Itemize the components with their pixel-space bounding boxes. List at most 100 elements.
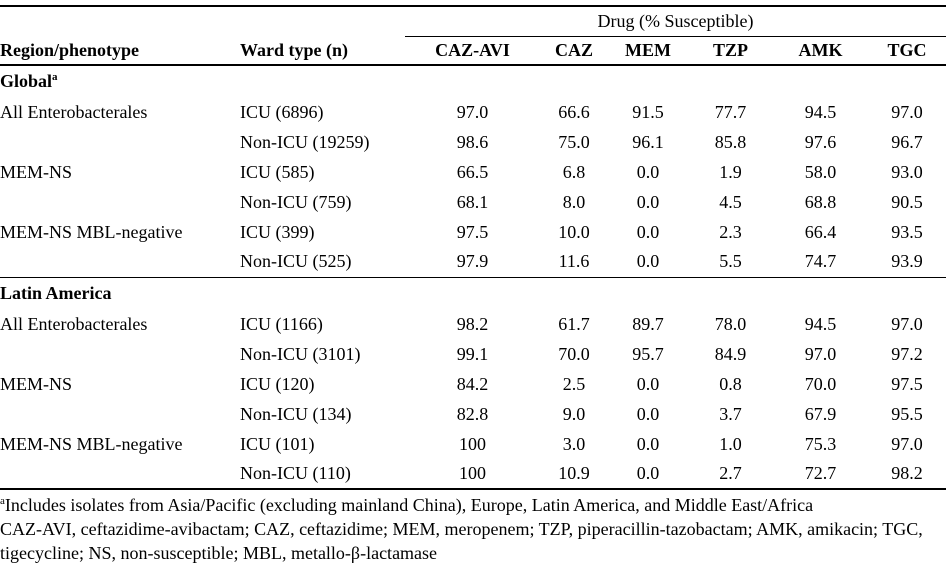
value-tzp: 84.9 bbox=[714, 343, 747, 364]
column-header-mem: MEM bbox=[608, 36, 688, 66]
value-caz-avi: 82.8 bbox=[456, 403, 489, 424]
value-caz: 61.7 bbox=[558, 313, 590, 334]
value-caz: 66.6 bbox=[558, 101, 590, 122]
value-caz-avi: 68.1 bbox=[456, 191, 489, 212]
value-tzp: 78.0 bbox=[714, 313, 747, 334]
table-row: MEM-NS MBL-negative ICU (399) 97.5 10.0 … bbox=[0, 217, 946, 247]
value-amk: 67.9 bbox=[804, 403, 837, 424]
value-mem: 0.0 bbox=[608, 459, 688, 490]
ward-cell: Non-ICU (19259) bbox=[240, 131, 370, 152]
column-header-row: Region/phenotype Ward type (n) CAZ-AVI C… bbox=[0, 36, 946, 66]
table-row: MEM-NS MBL-negative ICU (101) 100 3.0 0.… bbox=[0, 429, 946, 459]
value-caz: 3.0 bbox=[562, 433, 586, 454]
value-mem: 89.7 bbox=[632, 313, 664, 334]
ward-cell: ICU (585) bbox=[240, 161, 315, 182]
section-header-global: Globala bbox=[0, 65, 946, 97]
phenotype-cell: MEM-NS MBL-negative bbox=[0, 433, 183, 454]
column-header-caz: CAZ bbox=[540, 36, 608, 66]
table-row: Non-ICU (759) 68.1 8.0 0.0 4.5 68.8 90.5 bbox=[0, 187, 946, 217]
column-header-tzp: TZP bbox=[688, 36, 773, 66]
value-amk: 97.6 bbox=[804, 131, 837, 152]
ward-cell: ICU (1166) bbox=[240, 313, 323, 334]
value-amk: 74.7 bbox=[804, 251, 837, 272]
value-caz-avi: 84.2 bbox=[456, 373, 489, 394]
drug-group-header: Drug (% Susceptible) bbox=[405, 6, 946, 37]
value-tgc: 93.9 bbox=[891, 251, 923, 272]
value-caz-avi: 99.1 bbox=[456, 343, 489, 364]
value-tzp: 0.8 bbox=[719, 373, 742, 394]
phenotype-cell bbox=[0, 459, 240, 490]
value-caz-avi: 100 bbox=[405, 459, 540, 490]
table-row: All Enterobacterales ICU (1166) 98.2 61.… bbox=[0, 309, 946, 339]
value-caz: 75.0 bbox=[558, 131, 590, 152]
value-tzp: 77.7 bbox=[714, 101, 747, 122]
column-header-region-phenotype: Region/phenotype bbox=[0, 36, 240, 66]
value-caz: 11.6 bbox=[558, 251, 590, 272]
value-tgc: 95.5 bbox=[891, 403, 923, 424]
value-amk: 94.5 bbox=[804, 101, 837, 122]
value-caz-avi: 97.0 bbox=[456, 101, 489, 122]
value-mem: 0.0 bbox=[636, 161, 660, 182]
value-caz-avi: 97.5 bbox=[456, 221, 489, 242]
value-caz: 8.0 bbox=[562, 191, 586, 212]
footnotes: aIncludes isolates from Asia/Pacific (ex… bbox=[0, 493, 946, 565]
table-row: Non-ICU (3101) 99.1 70.0 95.7 84.9 97.0 … bbox=[0, 339, 946, 369]
column-header-amk: AMK bbox=[773, 36, 868, 66]
value-amk: 75.3 bbox=[804, 433, 837, 454]
value-caz: 9.0 bbox=[562, 403, 586, 424]
table-row: All Enterobacterales ICU (6896) 97.0 66.… bbox=[0, 97, 946, 127]
value-mem: 0.0 bbox=[636, 373, 660, 394]
value-tgc: 93.0 bbox=[891, 161, 923, 182]
value-caz-avi: 97.9 bbox=[456, 251, 489, 272]
ward-cell: ICU (120) bbox=[240, 373, 315, 394]
value-amk: 58.0 bbox=[804, 161, 837, 182]
table-row: Non-ICU (110) 100 10.9 0.0 2.7 72.7 98.2 bbox=[0, 459, 946, 490]
value-caz: 10.0 bbox=[558, 221, 590, 242]
value-caz-avi: 98.2 bbox=[456, 313, 489, 334]
value-mem: 0.0 bbox=[636, 403, 660, 424]
ward-cell: Non-ICU (759) bbox=[240, 191, 352, 212]
value-amk: 94.5 bbox=[804, 313, 837, 334]
ward-cell: Non-ICU (134) bbox=[240, 403, 352, 424]
value-mem: 95.7 bbox=[632, 343, 664, 364]
value-tzp: 1.9 bbox=[719, 161, 742, 182]
table-row: Non-ICU (19259) 98.6 75.0 96.1 85.8 97.6… bbox=[0, 127, 946, 157]
value-tgc: 97.2 bbox=[891, 343, 923, 364]
value-tzp: 2.3 bbox=[719, 221, 742, 242]
value-amk: 70.0 bbox=[804, 373, 837, 394]
phenotype-cell bbox=[0, 399, 240, 429]
value-tzp: 1.0 bbox=[719, 433, 742, 454]
value-caz-avi: 100 bbox=[459, 433, 486, 454]
footnote-a: aIncludes isolates from Asia/Pacific (ex… bbox=[0, 493, 946, 517]
drug-group-spacer bbox=[0, 6, 405, 36]
value-mem: 0.0 bbox=[636, 433, 660, 454]
value-amk: 68.8 bbox=[804, 191, 837, 212]
value-tgc: 96.7 bbox=[891, 131, 923, 152]
column-header-tgc: TGC bbox=[868, 36, 946, 66]
phenotype-cell: MEM-NS MBL-negative bbox=[0, 221, 183, 242]
ward-cell: Non-ICU (3101) bbox=[240, 343, 361, 364]
phenotype-cell bbox=[0, 339, 240, 369]
footnote-abbreviations: CAZ-AVI, ceftazidime-avibactam; CAZ, cef… bbox=[0, 519, 923, 563]
value-tgc: 97.5 bbox=[891, 373, 923, 394]
table-row: Non-ICU (525) 97.9 11.6 0.0 5.5 74.7 93.… bbox=[0, 247, 946, 277]
table-row: MEM-NS ICU (585) 66.5 6.8 0.0 1.9 58.0 9… bbox=[0, 157, 946, 187]
section-header-latin-america: Latin America bbox=[0, 276, 946, 309]
section-title-superscript: a bbox=[52, 71, 58, 83]
table-row: MEM-NS ICU (120) 84.2 2.5 0.0 0.8 70.0 9… bbox=[0, 369, 946, 399]
value-caz-avi: 66.5 bbox=[456, 161, 489, 182]
ward-cell: Non-ICU (525) bbox=[240, 251, 352, 272]
value-mem: 96.1 bbox=[632, 131, 664, 152]
value-mem: 0.0 bbox=[636, 221, 660, 242]
value-mem: 0.0 bbox=[636, 251, 660, 272]
value-amk: 97.0 bbox=[804, 343, 837, 364]
value-mem: 0.0 bbox=[636, 191, 660, 212]
ward-cell: ICU (101) bbox=[240, 433, 315, 454]
phenotype-cell: MEM-NS bbox=[0, 373, 73, 394]
value-amk: 72.7 bbox=[773, 459, 868, 490]
value-tgc: 97.0 bbox=[891, 313, 923, 334]
value-tgc: 98.2 bbox=[868, 459, 946, 490]
phenotype-cell bbox=[0, 127, 240, 157]
ward-cell: ICU (399) bbox=[240, 221, 315, 242]
